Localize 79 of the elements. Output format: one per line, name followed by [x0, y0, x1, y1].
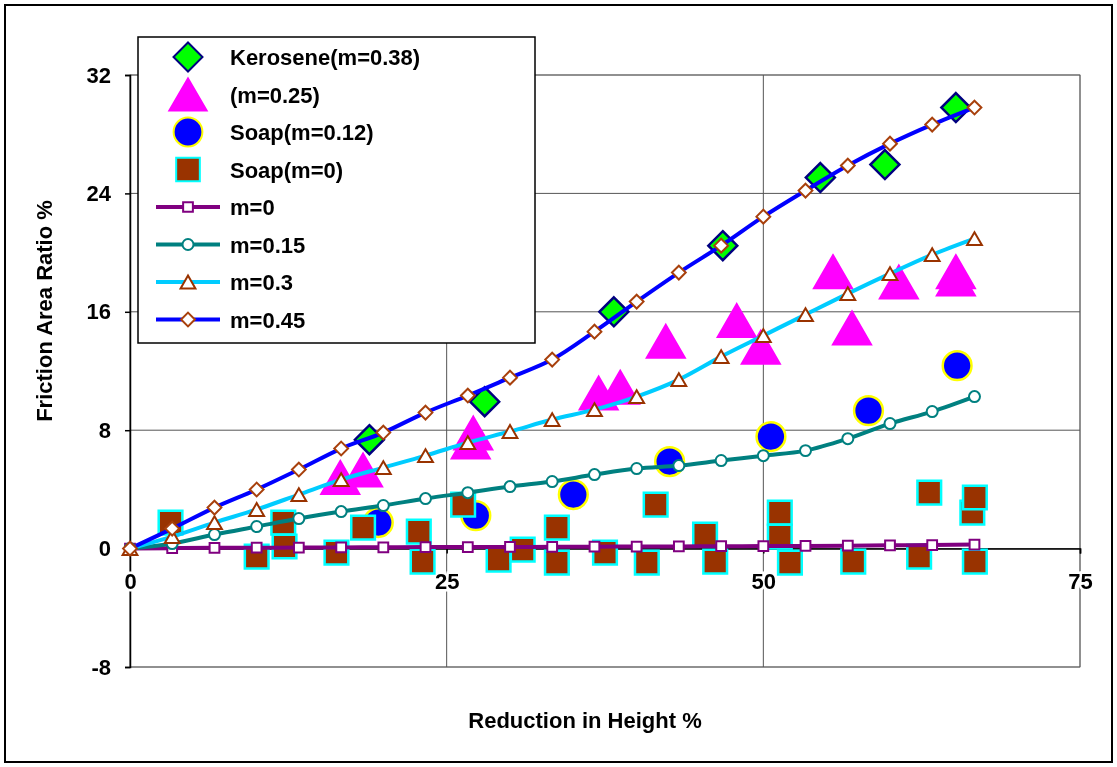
point — [916, 479, 943, 506]
point — [852, 395, 885, 427]
point — [714, 454, 728, 468]
point — [841, 539, 854, 552]
point — [716, 303, 757, 339]
point — [587, 468, 601, 482]
point — [349, 514, 377, 541]
legend-label: m=0.45 — [230, 307, 306, 333]
y-tick-label: 24 — [86, 180, 112, 206]
point — [504, 541, 516, 553]
y-tick-label: -8 — [91, 654, 111, 680]
point — [776, 549, 804, 576]
point — [630, 462, 644, 476]
y-tick-label: 32 — [86, 62, 111, 88]
point — [545, 475, 559, 489]
point — [503, 480, 517, 494]
legend-label: Soap(m=0) — [230, 157, 344, 183]
point — [941, 350, 973, 382]
legend-label: (m=0.25) — [230, 82, 320, 108]
point — [419, 492, 433, 506]
point — [208, 541, 221, 554]
point — [334, 505, 348, 519]
point — [588, 540, 601, 553]
point — [543, 514, 570, 541]
point — [715, 540, 728, 553]
legend-label: Kerosene(m=0.38) — [230, 45, 421, 70]
point — [756, 449, 770, 463]
point — [461, 486, 475, 500]
point — [405, 518, 432, 545]
point — [292, 512, 306, 526]
point — [757, 540, 770, 552]
point — [879, 264, 919, 300]
point — [766, 499, 793, 526]
point — [419, 541, 432, 553]
point — [755, 420, 787, 453]
point — [672, 459, 686, 473]
legend-label: Soap(m=0.12) — [230, 120, 374, 145]
y-tick-label: 0 — [98, 536, 111, 562]
point — [207, 528, 221, 542]
point — [409, 548, 436, 575]
point — [884, 539, 896, 552]
point — [702, 548, 729, 575]
point — [925, 405, 939, 419]
legend-label: m=0.15 — [230, 232, 306, 258]
point — [633, 549, 660, 576]
y-axis-title: Friction Area Ratio % — [32, 200, 57, 422]
point — [968, 538, 981, 551]
x-axis-title: Reduction in Height % — [468, 708, 702, 733]
point — [672, 540, 685, 553]
point — [250, 541, 263, 554]
point — [832, 310, 872, 346]
legend-label: m=0 — [230, 195, 275, 220]
point — [799, 444, 813, 458]
point — [630, 540, 643, 553]
point — [926, 539, 939, 551]
point — [841, 432, 855, 446]
point — [799, 540, 812, 552]
legend-label: m=0.3 — [230, 270, 293, 295]
point — [376, 499, 390, 513]
point — [840, 548, 867, 575]
point — [869, 148, 901, 181]
point — [961, 548, 988, 575]
x-tick-label: 75 — [1068, 569, 1093, 595]
y-tick-label: 8 — [98, 417, 111, 443]
point — [557, 478, 589, 511]
point — [967, 390, 981, 404]
point — [936, 254, 976, 290]
point — [961, 484, 988, 511]
point — [813, 254, 853, 290]
point — [250, 520, 264, 534]
point — [642, 491, 669, 518]
point — [377, 541, 390, 554]
point — [543, 549, 570, 576]
point — [292, 541, 305, 554]
y-tick-label: 16 — [86, 299, 111, 325]
point — [883, 417, 897, 431]
point — [546, 540, 559, 553]
point — [645, 324, 686, 359]
point — [461, 541, 474, 553]
